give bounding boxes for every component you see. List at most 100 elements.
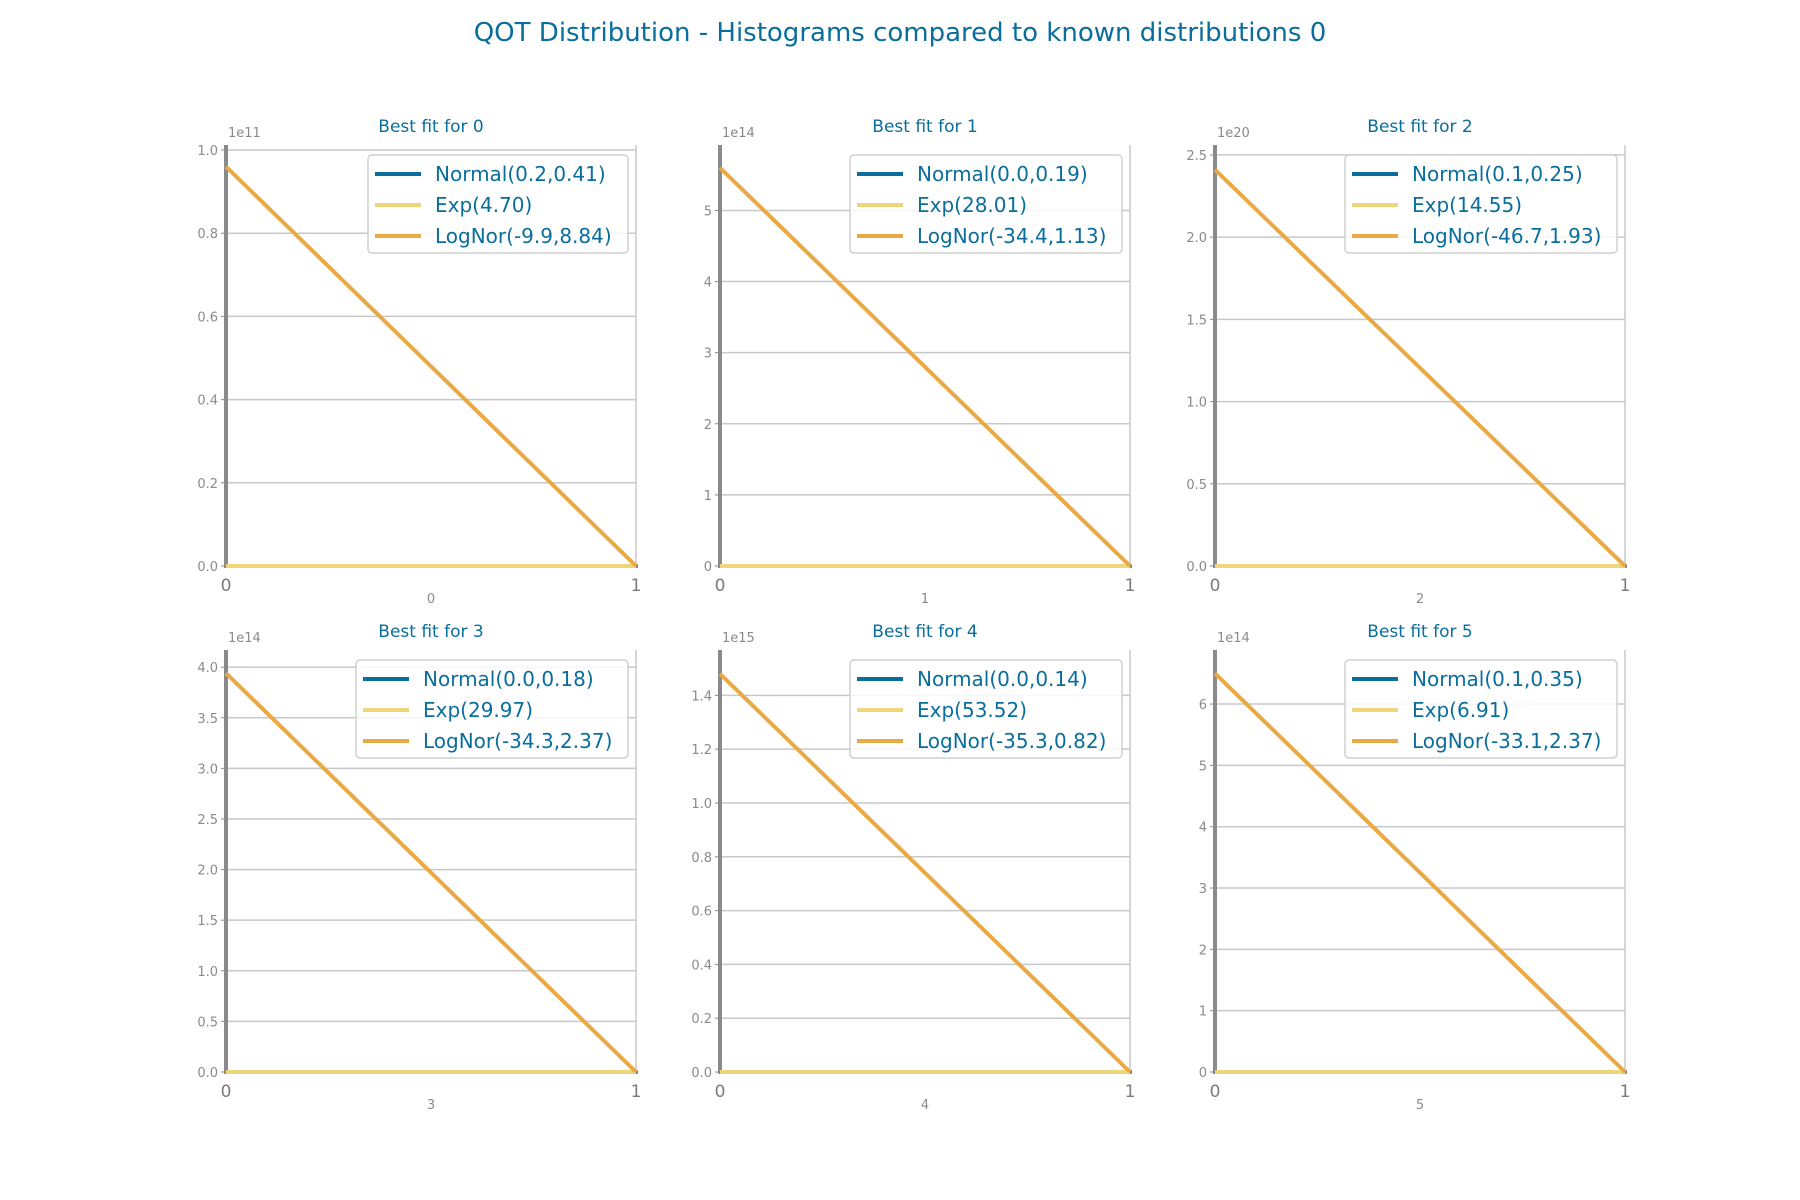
legend-entry: Exp(28.01) bbox=[917, 193, 1027, 217]
y-tick-label: 3.0 bbox=[197, 762, 218, 777]
y-tick-label: 0.0 bbox=[197, 560, 218, 575]
x-axis-label: 3 bbox=[427, 1098, 435, 1113]
y-exponent-label: 1e11 bbox=[228, 126, 261, 141]
y-exponent-label: 1e15 bbox=[722, 631, 755, 646]
y-tick-label: 2.5 bbox=[197, 813, 218, 828]
x-tick-label: 0 bbox=[1210, 576, 1221, 596]
subplot-4: 0.0 0.2 0.4 0.6 0.8 1.0 1.2 1.4 0 1 4 1e15 Best fit … bbox=[691, 622, 1135, 1113]
y-tick-label: 1.5 bbox=[1186, 313, 1207, 328]
series-line bbox=[1213, 168, 1627, 568]
legend-entry: LogNor(-34.4,1.13) bbox=[917, 224, 1106, 248]
x-axis-label: 0 bbox=[427, 592, 435, 607]
subplot-title: Best fit for 2 bbox=[1367, 117, 1472, 137]
legend-box bbox=[1344, 659, 1618, 759]
y-tick-label: 0.4 bbox=[691, 958, 712, 973]
y-tick-label: 4 bbox=[1199, 821, 1207, 836]
x-axis-label: 4 bbox=[921, 1098, 929, 1113]
y-tick-label: 4.0 bbox=[197, 661, 218, 676]
legend: Normal(0.0,0.18) Exp(29.97) LogNor(-34.3,2… bbox=[355, 659, 629, 759]
legend-entry: LogNor(-9.9,8.84) bbox=[435, 224, 612, 248]
legend-box bbox=[367, 154, 629, 254]
legend: Normal(0.0,0.19) Exp(28.01) LogNor(-34.4,1… bbox=[849, 154, 1123, 254]
legend-box bbox=[849, 154, 1123, 254]
y-tick-label: 1.0 bbox=[197, 965, 218, 980]
x-tick-label: 1 bbox=[1620, 576, 1631, 596]
y-tick-label: 1.0 bbox=[1186, 396, 1207, 411]
y-tick-label: 0.0 bbox=[1186, 560, 1207, 575]
x-axis-label: 5 bbox=[1416, 1098, 1424, 1113]
legend-entry: LogNor(-34.3,2.37) bbox=[423, 729, 612, 753]
subplot-1: 0 1 2 3 4 5 0 1 1 1e14 Best fit for 1 Normal(0.0,0.… bbox=[704, 117, 1136, 607]
y-tick-label: 1 bbox=[1199, 1005, 1207, 1020]
y-tick-label: 0.0 bbox=[691, 1066, 712, 1081]
y-tick-label: 2.5 bbox=[1186, 149, 1207, 164]
legend-entry: LogNor(-46.7,1.93) bbox=[1412, 224, 1601, 248]
y-tick-label: 0.0 bbox=[197, 1066, 218, 1081]
subplot-title: Best fit for 1 bbox=[872, 117, 977, 137]
x-tick-label: 0 bbox=[715, 576, 726, 596]
x-axis-label: 1 bbox=[921, 592, 929, 607]
y-tick-label: 1.0 bbox=[691, 797, 712, 812]
y-exponent-label: 1e20 bbox=[1217, 126, 1250, 141]
y-tick-label: 1.5 bbox=[197, 914, 218, 929]
legend-entry: Normal(0.1,0.35) bbox=[1412, 667, 1583, 691]
y-exponent-label: 1e14 bbox=[1217, 631, 1250, 646]
x-tick-label: 0 bbox=[221, 1082, 232, 1102]
y-tick-label: 0.5 bbox=[1186, 478, 1207, 493]
x-tick-label: 1 bbox=[1125, 1082, 1136, 1102]
legend-entry: Normal(0.2,0.41) bbox=[435, 162, 606, 186]
legend-entry: Exp(29.97) bbox=[423, 698, 533, 722]
subplot-title: Best fit for 3 bbox=[378, 622, 483, 642]
legend-entry: Normal(0.0,0.19) bbox=[917, 162, 1088, 186]
y-tick-label: 1.0 bbox=[197, 144, 218, 159]
legend-box bbox=[355, 659, 629, 759]
y-tick-label: 0.6 bbox=[197, 310, 218, 325]
series-line bbox=[1213, 671, 1627, 1074]
figure-title: QOT Distribution - Histograms compared t… bbox=[473, 18, 1327, 48]
subplot-2: 0.0 0.5 1.0 1.5 2.0 2.5 0 1 2 1e20 Best fit for 2 N… bbox=[1186, 117, 1630, 607]
y-tick-label: 0.6 bbox=[691, 905, 712, 920]
y-tick-label: 0.2 bbox=[691, 1012, 712, 1027]
subplot-5: 0 1 2 3 4 5 6 0 1 5 1e14 Best fit for 5 Normal(0.1,0… bbox=[1199, 622, 1631, 1113]
y-tick-label: 5 bbox=[704, 204, 712, 219]
legend-box bbox=[1344, 154, 1618, 254]
x-tick-label: 1 bbox=[631, 576, 642, 596]
legend-entry: LogNor(-33.1,2.37) bbox=[1412, 729, 1601, 753]
y-tick-label: 4 bbox=[704, 276, 712, 291]
y-tick-label: 2.0 bbox=[1186, 231, 1207, 246]
series-line bbox=[224, 165, 638, 568]
series-line bbox=[224, 671, 638, 1074]
legend-entry: Exp(4.70) bbox=[435, 193, 532, 217]
y-tick-label: 1.4 bbox=[691, 689, 712, 704]
y-tick-label: 0.5 bbox=[197, 1015, 218, 1030]
subplot-title: Best fit for 0 bbox=[378, 117, 483, 137]
y-tick-label: 6 bbox=[1199, 698, 1207, 713]
subplot-title: Best fit for 5 bbox=[1367, 622, 1472, 642]
series-line bbox=[718, 166, 1132, 568]
x-tick-label: 1 bbox=[1620, 1082, 1631, 1102]
subplot-0: 0.0 0.2 0.4 0.6 0.8 1.0 0 1 0 1e11 Best fit for 0 N… bbox=[197, 117, 641, 607]
y-tick-label: 2 bbox=[704, 418, 712, 433]
x-tick-label: 1 bbox=[1125, 576, 1136, 596]
y-tick-label: 2.0 bbox=[197, 864, 218, 879]
legend-entry: Normal(0.0,0.18) bbox=[423, 667, 594, 691]
y-tick-label: 0 bbox=[1199, 1066, 1207, 1081]
y-tick-label: 3 bbox=[1199, 882, 1207, 897]
y-tick-label: 3.5 bbox=[197, 712, 218, 727]
y-tick-label: 1.2 bbox=[691, 743, 712, 758]
x-tick-label: 0 bbox=[1210, 1082, 1221, 1102]
y-tick-label: 0.8 bbox=[691, 851, 712, 866]
legend-box bbox=[849, 659, 1123, 759]
y-tick-label: 5 bbox=[1199, 759, 1207, 774]
y-tick-label: 3 bbox=[704, 347, 712, 362]
legend: Normal(0.2,0.41) Exp(4.70) LogNor(-9.9,8.8… bbox=[367, 154, 629, 254]
subplot-title: Best fit for 4 bbox=[872, 622, 977, 642]
legend-entry: Exp(53.52) bbox=[917, 698, 1027, 722]
series-line bbox=[718, 672, 1132, 1074]
legend-entry: LogNor(-35.3,0.82) bbox=[917, 729, 1106, 753]
legend-entry: Exp(14.55) bbox=[1412, 193, 1522, 217]
y-tick-label: 0.8 bbox=[197, 227, 218, 242]
x-axis-label: 2 bbox=[1416, 592, 1424, 607]
y-exponent-label: 1e14 bbox=[228, 631, 261, 646]
